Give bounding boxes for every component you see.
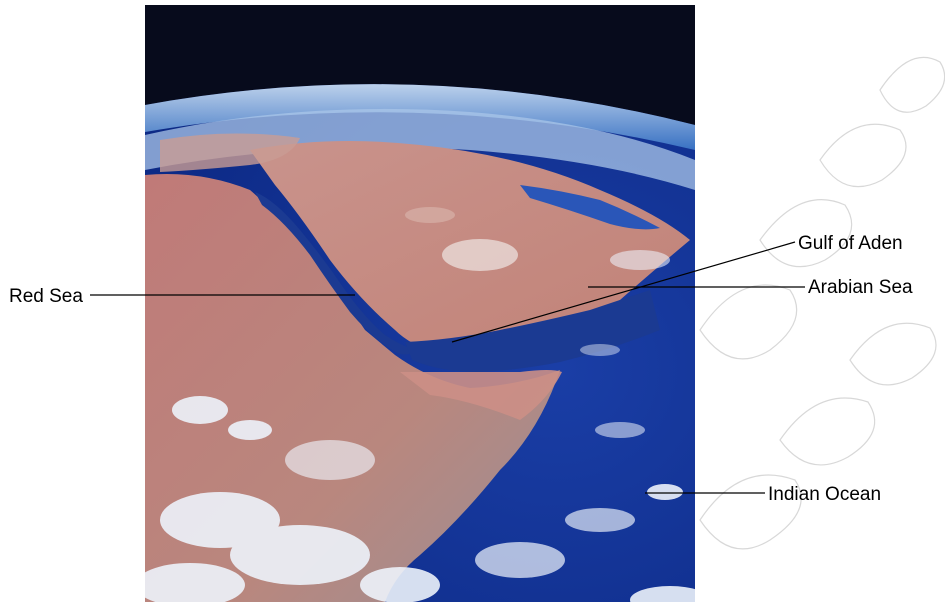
cloud-cover xyxy=(145,250,695,602)
somalia-horn xyxy=(400,370,562,420)
levant xyxy=(160,133,300,172)
atmosphere-limb xyxy=(145,84,695,150)
satellite-photo xyxy=(145,5,695,602)
watermark xyxy=(699,56,945,550)
leader-lines xyxy=(90,241,805,494)
desert-patch xyxy=(405,207,455,223)
desert-patch xyxy=(442,239,518,271)
africa-landmass xyxy=(145,174,560,602)
gulf-of-aden-label: Gulf of Aden xyxy=(798,233,903,254)
indian-ocean-label: Indian Ocean xyxy=(768,484,881,505)
red-sea xyxy=(255,192,415,355)
persian-gulf xyxy=(520,185,660,230)
arabian-sea-label: Arabian Sea xyxy=(808,277,913,298)
red-sea-label: Red Sea xyxy=(9,286,83,307)
gulf-of-aden xyxy=(405,290,660,372)
gulf-of-aden-leader-line xyxy=(451,241,796,343)
horizon-cloud-band xyxy=(145,108,695,190)
